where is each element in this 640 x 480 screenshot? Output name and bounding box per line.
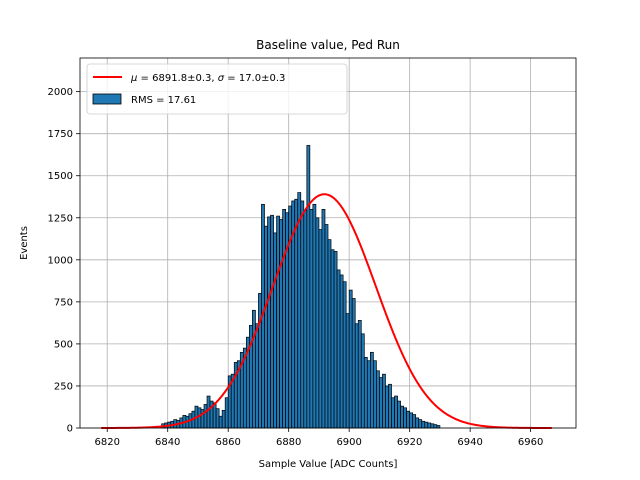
histogram-bar [321,209,326,429]
plot-frame [79,57,577,429]
histogram-bar [221,409,226,429]
histogram-bar [382,373,386,429]
histogram-bar [430,423,435,429]
y-tick-label: 1000 [48,255,73,266]
histogram-bar [282,209,287,429]
histogram-bar [264,225,268,429]
histogram-bar [206,395,211,429]
y-axis-ticks: 0 250 500 750 1000 1250 1500 1750 2000 [48,87,80,435]
y-tick-label: 1250 [48,213,73,224]
legend-sigma-symbol: σ [218,73,225,84]
y-axis-label: Events [19,226,30,260]
x-axis-label: Sample Value [ADC Counts] [259,459,398,470]
x-tick-label: 6860 [215,437,240,448]
histogram-bar [433,424,438,429]
histogram-bar [421,420,426,429]
histogram-bar [215,408,220,429]
histogram-bar [276,215,280,429]
x-tick-label: 6900 [336,437,361,448]
histogram-bar [427,422,432,429]
histogram-bar [312,203,317,429]
histogram-bar [318,229,323,429]
histogram-bar [394,395,398,429]
histogram-bar [412,414,417,429]
y-tick-label: 250 [54,381,73,392]
histogram-bar [354,323,359,429]
histogram-bar [273,232,277,429]
histogram-bar [252,309,256,429]
y-tick-label: 1750 [48,129,73,140]
histogram-bar [279,219,283,429]
histogram-bar [406,410,411,429]
histogram-bar [297,192,302,429]
histogram-bar [258,293,262,429]
histogram-bar [300,200,305,429]
histogram-bar [294,198,299,429]
histogram-bar [418,419,423,429]
histogram-bar [342,281,347,429]
legend: μ = 6891.8±0.3, σ = 17.0±0.3 RMS = 17.61 [86,63,348,115]
histogram-bar [306,145,311,429]
histogram-bar [303,209,308,429]
y-tick-label: 2000 [48,87,73,98]
chart-title: Baseline value, Ped Run [256,38,400,52]
histogram-bar [330,249,335,429]
histogram-bar [197,407,202,429]
histogram-bar [270,214,274,429]
histogram-bar [373,360,377,429]
legend-mu-symbol: μ [130,73,137,84]
histogram-bar [357,320,362,429]
histogram-bar [218,415,223,429]
histogram-bar [336,269,341,429]
histogram-bar [333,251,338,429]
legend-sigma-value: = 17.0±0.3 [224,73,285,84]
legend-mu-value: = 6891.8±0.3, [137,73,217,84]
histogram-bar [327,239,332,429]
histogram-bar [409,412,414,429]
histogram-bar [400,405,404,429]
histogram-bar [324,224,329,429]
x-tick-label: 6940 [457,437,482,448]
y-tick-label: 0 [67,424,73,435]
y-tick-label: 500 [54,339,73,350]
legend-box [86,63,348,115]
x-axis-ticks: 6820 6840 6860 6880 6900 6920 6940 6960 [94,428,543,448]
histogram-bar [255,323,259,429]
histogram-bar [424,421,429,429]
histogram-bar [309,209,314,429]
histogram-bar [385,385,389,429]
gaussian-fit-curve [101,193,552,429]
histogram-bar [391,397,395,429]
histogram-bar [397,400,401,429]
histogram-bar [403,407,407,429]
histogram-bar [351,298,356,429]
histogram-bar [360,333,365,429]
histogram-bar [379,377,383,429]
histogram-bar [363,357,368,429]
histogram-bar [366,360,371,429]
x-tick-label: 6840 [155,437,180,448]
y-tick-label: 750 [54,297,73,308]
x-tick-label: 6880 [276,437,301,448]
x-tick-label: 6820 [94,437,119,448]
histogram-bar [388,383,392,429]
histogram-bar [415,417,420,429]
histogram-bar [369,351,374,429]
legend-hist-label: RMS = 17.61 [131,95,196,106]
legend-fit-label: μ = 6891.8±0.3, σ = 17.0±0.3 [130,73,285,84]
histogram-bar [212,402,217,429]
histogram-bar [339,274,344,429]
x-tick-label: 6960 [518,437,543,448]
histogram-bar [345,313,350,429]
y-tick-label: 1500 [48,171,73,182]
legend-hist-swatch [92,93,122,105]
histogram-bar [224,397,229,429]
x-tick-label: 6920 [397,437,422,448]
histogram-bar [348,289,353,429]
histogram-bar [203,404,208,429]
histogram-bar [267,216,271,429]
histogram-bar [315,217,320,429]
histogram-bar [376,370,380,429]
